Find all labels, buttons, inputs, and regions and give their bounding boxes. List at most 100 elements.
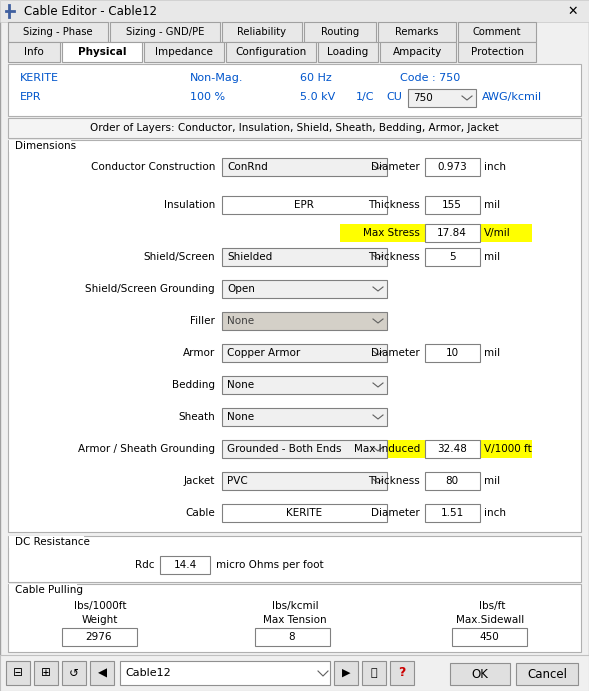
Bar <box>222 504 387 522</box>
Text: 8: 8 <box>289 632 295 642</box>
Bar <box>90 661 114 685</box>
Text: Thickness: Thickness <box>368 200 420 210</box>
Bar <box>9 536 84 548</box>
Text: OK: OK <box>472 668 488 681</box>
Text: 0.973: 0.973 <box>437 162 467 172</box>
Text: Shielded: Shielded <box>227 252 272 262</box>
Text: Sizing - GND/PE: Sizing - GND/PE <box>126 27 204 37</box>
Text: KERITE: KERITE <box>286 508 322 518</box>
Bar <box>458 22 536 42</box>
Bar <box>34 661 58 685</box>
Text: 2976: 2976 <box>86 632 112 642</box>
Text: CU: CU <box>386 92 402 102</box>
Bar <box>334 661 358 685</box>
Text: EPR: EPR <box>20 92 41 102</box>
Text: V/1000 ft: V/1000 ft <box>484 444 532 454</box>
Bar <box>222 248 387 266</box>
Bar <box>450 663 510 685</box>
Text: 60 Hz: 60 Hz <box>300 73 332 83</box>
Bar <box>0 0 589 22</box>
Text: ConRnd: ConRnd <box>227 162 268 172</box>
Text: Diameter: Diameter <box>371 162 420 172</box>
Text: Impedance: Impedance <box>155 47 213 57</box>
Text: 155: 155 <box>442 200 462 210</box>
Bar <box>304 22 376 42</box>
Bar <box>425 248 480 266</box>
Text: Sheath: Sheath <box>178 412 215 422</box>
Text: mil: mil <box>484 200 500 210</box>
Bar <box>222 312 387 330</box>
Text: Max Induced: Max Induced <box>354 444 420 454</box>
Text: EPR: EPR <box>294 200 314 210</box>
Text: AWG/kcmil: AWG/kcmil <box>482 92 542 102</box>
Bar <box>516 663 578 685</box>
Text: 5: 5 <box>449 252 455 262</box>
Text: inch: inch <box>484 162 506 172</box>
Text: micro Ohms per foot: micro Ohms per foot <box>216 560 323 570</box>
Text: Conductor Construction: Conductor Construction <box>91 162 215 172</box>
Text: Rdc: Rdc <box>135 560 155 570</box>
Text: 450: 450 <box>479 632 499 642</box>
Text: lbs/1000ft: lbs/1000ft <box>74 601 126 611</box>
Text: Grounded - Both Ends: Grounded - Both Ends <box>227 444 342 454</box>
Text: Cancel: Cancel <box>527 668 567 681</box>
Text: Insulation: Insulation <box>164 200 215 210</box>
Text: Jacket: Jacket <box>184 476 215 486</box>
Bar <box>425 158 480 176</box>
Text: Cable Pulling: Cable Pulling <box>15 585 83 595</box>
Bar <box>425 504 480 522</box>
Bar <box>222 344 387 362</box>
Text: 10: 10 <box>445 348 459 358</box>
Text: Armor: Armor <box>183 348 215 358</box>
Text: lbs/ft: lbs/ft <box>479 601 505 611</box>
Text: Weight: Weight <box>82 615 118 625</box>
Text: 100 %: 100 % <box>190 92 225 102</box>
Text: Remarks: Remarks <box>395 27 439 37</box>
Text: ?: ? <box>398 667 406 679</box>
Bar <box>222 196 387 214</box>
Bar <box>222 408 387 426</box>
Text: 32.48: 32.48 <box>437 444 467 454</box>
Text: mil: mil <box>484 348 500 358</box>
Text: Order of Layers: Conductor, Insulation, Shield, Sheath, Bedding, Armor, Jacket: Order of Layers: Conductor, Insulation, … <box>90 123 498 133</box>
Bar <box>8 536 581 582</box>
Bar <box>144 42 224 62</box>
Text: ⊞: ⊞ <box>41 667 51 679</box>
Text: Diameter: Diameter <box>371 508 420 518</box>
Text: Routing: Routing <box>321 27 359 37</box>
Text: Diameter: Diameter <box>371 348 420 358</box>
Bar <box>340 440 532 458</box>
Text: None: None <box>227 380 254 390</box>
Text: Configuration: Configuration <box>236 47 307 57</box>
Bar <box>8 42 60 62</box>
Text: Open: Open <box>227 284 255 294</box>
Text: Cable Editor - Cable12: Cable Editor - Cable12 <box>24 5 157 17</box>
Text: Dimensions: Dimensions <box>15 141 76 151</box>
Bar <box>222 158 387 176</box>
Bar <box>8 22 108 42</box>
Bar <box>425 440 480 458</box>
Text: ◀: ◀ <box>98 667 107 679</box>
Text: Code : 750: Code : 750 <box>400 73 460 83</box>
Text: Reliability: Reliability <box>237 27 286 37</box>
Bar <box>222 22 302 42</box>
Bar <box>408 89 476 107</box>
Text: Non-Mag.: Non-Mag. <box>190 73 243 83</box>
Text: Cable12: Cable12 <box>125 668 171 678</box>
Bar <box>222 376 387 394</box>
Bar <box>8 584 581 652</box>
Text: DC Resistance: DC Resistance <box>15 537 90 547</box>
Bar <box>255 628 330 646</box>
Text: ⊟: ⊟ <box>13 667 23 679</box>
Bar <box>340 224 532 242</box>
Bar <box>425 224 480 242</box>
Bar <box>8 64 581 116</box>
Text: 1/C: 1/C <box>356 92 375 102</box>
Text: 80: 80 <box>445 476 459 486</box>
Text: 750: 750 <box>413 93 433 103</box>
Bar <box>160 556 210 574</box>
Text: KERITE: KERITE <box>20 73 59 83</box>
Text: mil: mil <box>484 252 500 262</box>
Text: ↺: ↺ <box>69 667 79 679</box>
Text: Loading: Loading <box>327 47 369 57</box>
